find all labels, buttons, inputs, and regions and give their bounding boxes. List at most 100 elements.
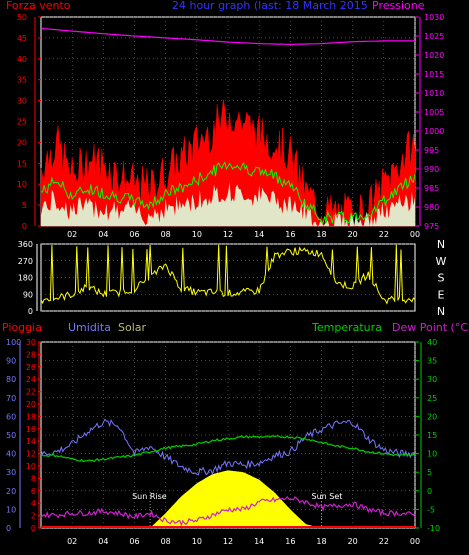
bottom-x-tick-label: 18: [316, 537, 326, 546]
pressure-tick-label: 1025: [424, 32, 444, 41]
rain-tick-label: 22: [26, 388, 36, 397]
top-x-tick-label: 16: [285, 230, 295, 239]
compass-label: N: [437, 238, 445, 251]
rain-axis-label: Pioggia: [2, 321, 42, 334]
top-x-tick-label: 12: [223, 230, 233, 239]
wind-tick-label: 35: [17, 76, 27, 85]
direction-tick-label: 180: [18, 274, 33, 283]
humidity-tick-label: 90: [6, 357, 16, 366]
humidity-tick-label: 0: [6, 524, 11, 533]
temp-tick-label: 20: [427, 412, 437, 421]
solar-radiation-area: [150, 470, 322, 528]
pressure-tick-label: 1000: [424, 127, 444, 136]
pressure-tick-label: 1015: [424, 70, 444, 79]
humidity-tick-label: 40: [6, 450, 16, 459]
bottom-x-tick-label: 16: [285, 537, 295, 546]
pressure-tick-label: 975: [424, 222, 439, 231]
wind-tick-label: 0: [22, 222, 27, 231]
rain-tick-label: 10: [26, 462, 36, 471]
wind-axis-label: Forza vento: [6, 0, 71, 12]
top-x-tick-label: 14: [254, 230, 264, 239]
bottom-x-tick-label: 22: [379, 537, 389, 546]
temp-tick-label: -5: [427, 505, 435, 514]
temp-tick-label: 15: [427, 431, 437, 440]
wind-tick-label: 25: [17, 118, 27, 127]
pressure-tick-label: 1005: [424, 108, 444, 117]
humidity-tick-label: 60: [6, 412, 16, 421]
bottom-x-tick-label: 00: [410, 537, 420, 546]
temp-tick-label: -10: [427, 524, 440, 533]
wind-tick-label: 10: [17, 180, 27, 189]
temp-tick-label: 35: [427, 357, 437, 366]
wind-average-line: [40, 161, 416, 224]
top-x-tick-label: 10: [192, 230, 202, 239]
wind-tick-label: 40: [17, 55, 27, 64]
dewpoint-axis-label: Dew Point (°C): [392, 321, 469, 334]
humidity-tick-label: 20: [6, 487, 16, 496]
wind-tick-label: 15: [17, 159, 27, 168]
dewpoint-line: [40, 495, 416, 527]
rain-tick-label: 2: [31, 512, 36, 521]
temperature-line: [40, 435, 416, 463]
temp-tick-label: 10: [427, 450, 437, 459]
top-x-tick-label: 22: [379, 230, 389, 239]
pressure-tick-label: 985: [424, 184, 439, 193]
wind-tick-label: 5: [22, 201, 27, 210]
bottom-x-tick-label: 06: [129, 537, 139, 546]
compass-label: E: [438, 288, 445, 301]
bottom-x-tick-label: 04: [98, 537, 108, 546]
temp-tick-label: 30: [427, 375, 437, 384]
rain-tick-label: 20: [26, 400, 36, 409]
sunset-label: Sun Set: [312, 492, 343, 501]
humidity-axis-label: Umidita: [68, 321, 111, 334]
rain-tick-label: 0: [31, 524, 36, 533]
pressure-tick-label: 980: [424, 203, 439, 212]
compass-label: N: [437, 305, 445, 318]
rain-tick-label: 8: [31, 474, 36, 483]
top-x-tick-label: 00: [410, 230, 420, 239]
top-x-tick-label: 04: [98, 230, 108, 239]
rain-tick-label: 4: [31, 499, 36, 508]
pressure-tick-label: 1020: [424, 51, 444, 60]
humidity-tick-label: 10: [6, 505, 16, 514]
rain-tick-label: 18: [26, 412, 36, 421]
top-x-tick-label: 18: [316, 230, 326, 239]
wind-tick-label: 20: [17, 138, 27, 147]
direction-tick-label: 270: [18, 257, 33, 266]
top-x-tick-label: 06: [129, 230, 139, 239]
direction-tick-label: 0: [28, 307, 33, 316]
top-x-tick-label: 20: [348, 230, 358, 239]
top-x-tick-label: 08: [161, 230, 171, 239]
rain-tick-label: 6: [31, 487, 36, 496]
bottom-x-tick-label: 08: [161, 537, 171, 546]
bottom-x-tick-label: 14: [254, 537, 264, 546]
pressure-tick-label: 1010: [424, 89, 444, 98]
solar-axis-label: Solar: [118, 321, 147, 334]
rain-tick-label: 28: [26, 350, 36, 359]
wind-direction-line: [40, 244, 416, 305]
pressure-tick-label: 990: [424, 165, 439, 174]
humidity-tick-label: 70: [6, 394, 16, 403]
temperature-axis-label: Temperatura: [311, 321, 382, 334]
pressure-tick-label: 995: [424, 146, 439, 155]
pressure-line: [40, 27, 415, 46]
wind-tick-label: 30: [17, 97, 27, 106]
pressure-axis-label: Pressione: [372, 0, 425, 12]
bottom-x-tick-label: 02: [67, 537, 77, 546]
bottom-x-tick-label: 10: [192, 537, 202, 546]
rain-tick-label: 16: [26, 425, 36, 434]
humidity-tick-label: 30: [6, 468, 16, 477]
sunrise-label: Sun Rise: [132, 492, 167, 501]
compass-label: W: [436, 255, 447, 268]
rain-tick-label: 24: [26, 375, 36, 384]
temp-tick-label: 25: [427, 394, 437, 403]
humidity-line: [40, 418, 416, 476]
pressure-tick-label: 1030: [424, 13, 444, 22]
rain-tick-label: 26: [26, 363, 36, 372]
graph-title: 24 hour graph (last: 18 March 2015: [172, 0, 368, 12]
wind-tick-label: 50: [17, 13, 27, 22]
humidity-tick-label: 100: [6, 338, 21, 347]
wind-tick-label: 45: [17, 34, 27, 43]
